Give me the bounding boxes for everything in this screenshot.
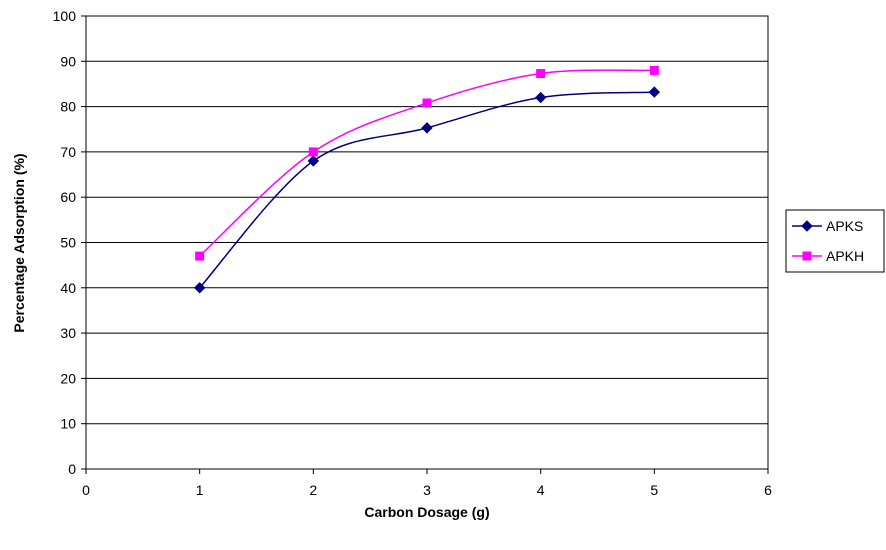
data-point-apks — [421, 122, 433, 134]
legend-marker-apks — [801, 220, 813, 232]
y-tick-label: 40 — [60, 280, 76, 296]
x-tick-label: 1 — [196, 482, 204, 498]
y-tick-label: 30 — [60, 325, 76, 341]
grid-lines — [86, 15, 768, 425]
data-point-apks — [648, 86, 661, 98]
y-tick-label: 20 — [60, 370, 76, 386]
series-apks — [193, 86, 661, 294]
data-point-apkh — [308, 147, 318, 157]
legend-label-apkh: APKH — [826, 248, 864, 264]
series-line-apks — [199, 91, 655, 289]
x-tick-label: 3 — [423, 482, 431, 498]
series — [193, 65, 661, 294]
x-tick-labels: 0 1 2 3 4 5 6 — [82, 469, 772, 498]
y-tick-label: 100 — [53, 8, 77, 24]
y-tick-label: 50 — [60, 235, 76, 251]
legend-item-apks: APKS — [792, 218, 863, 234]
y-tick-label: 90 — [60, 53, 76, 69]
y-tick-label: 10 — [60, 416, 76, 432]
y-tick-label: 80 — [60, 99, 76, 115]
y-tick-label: 60 — [60, 189, 76, 205]
legend: APKS APKH — [785, 209, 885, 273]
data-point-apks — [307, 155, 320, 167]
y-tick-labels: 0 10 20 30 40 50 60 70 80 90 100 — [53, 8, 86, 477]
data-point-apkh — [422, 98, 432, 108]
data-point-apks — [193, 282, 206, 294]
data-point-apkh — [536, 69, 546, 79]
data-point-apkh — [195, 251, 205, 261]
x-tick-label: 5 — [650, 482, 658, 498]
data-point-apks — [534, 91, 547, 104]
x-tick-label: 6 — [764, 482, 772, 498]
series-apkh — [195, 65, 659, 261]
legend-item-apkh: APKH — [792, 248, 864, 264]
y-axis-title: Percentage Adsorption (%) — [11, 153, 27, 332]
series-line-apkh — [199, 69, 655, 257]
legend-marker-apkh — [802, 251, 812, 261]
legend-box — [785, 209, 885, 273]
y-tick-label: 70 — [60, 144, 76, 160]
x-tick-label: 4 — [537, 482, 545, 498]
x-axis-title: Carbon Dosage (g) — [364, 504, 489, 520]
legend-label-apks: APKS — [826, 218, 863, 234]
data-point-apkh — [649, 65, 659, 75]
x-tick-label: 2 — [309, 482, 317, 498]
y-tick-label: 0 — [68, 461, 76, 477]
x-tick-label: 0 — [82, 482, 90, 498]
